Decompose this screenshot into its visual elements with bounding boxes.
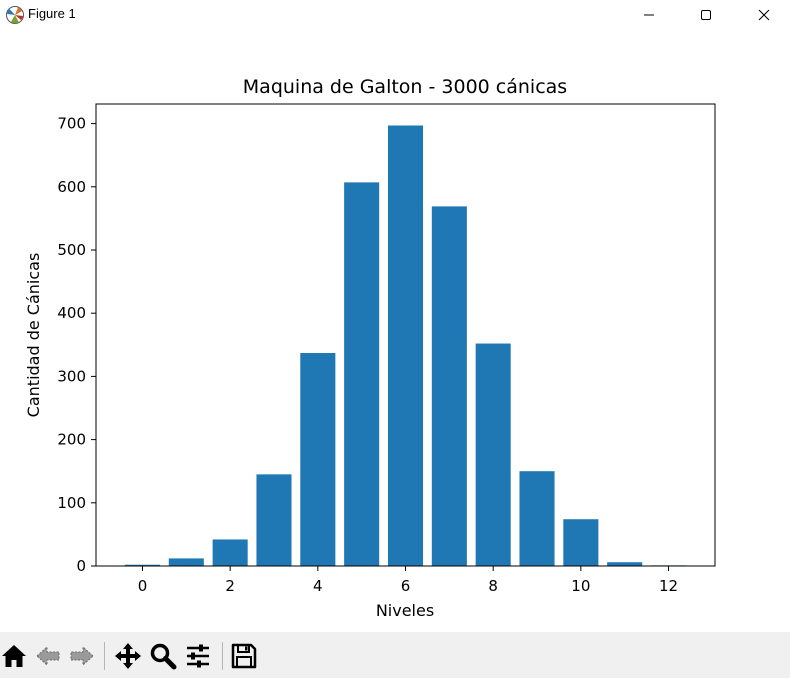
home-button[interactable] [0, 640, 30, 672]
bar-6 [387, 125, 424, 566]
y-axis: 0 100 200 300 400 500 600 700 [57, 115, 96, 575]
bar-9 [519, 471, 555, 566]
y-tick-label: 400 [57, 304, 86, 322]
bar-11 [607, 562, 643, 566]
toolbar-separator [104, 642, 105, 670]
x-tick-label: 12 [659, 577, 678, 595]
configure-subplots-button[interactable] [182, 640, 214, 672]
x-axis-label: Niveles [376, 601, 434, 620]
bars-group [124, 125, 687, 566]
y-tick-label: 100 [57, 494, 86, 512]
y-tick-label: 700 [57, 115, 86, 133]
maximize-button[interactable] [683, 0, 729, 30]
figure-canvas: Maquina de Galton - 3000 cánicas 0 2 4 6 8 10… [0, 30, 790, 631]
pan-icon [115, 643, 141, 669]
x-tick-label: 0 [138, 577, 148, 595]
x-tick-label: 8 [488, 577, 498, 595]
zoom-button[interactable] [147, 640, 179, 672]
toolbar-separator [222, 642, 223, 670]
y-tick-label: 300 [57, 367, 86, 385]
x-tick-label: 4 [313, 577, 323, 595]
y-tick-label: 0 [76, 557, 86, 575]
bar-1 [168, 558, 204, 566]
bar-5 [344, 182, 380, 566]
minimize-icon [644, 14, 654, 16]
bar-chart: Maquina de Galton - 3000 cánicas 0 2 4 6 8 10… [24, 76, 716, 620]
y-tick-label: 600 [57, 178, 86, 196]
pan-button[interactable] [112, 640, 144, 672]
navigation-toolbar [0, 632, 790, 678]
bar-7 [431, 206, 467, 566]
bar-3 [256, 474, 292, 566]
matplotlib-logo-icon [6, 6, 24, 24]
x-tick-label: 6 [401, 577, 411, 595]
save-button[interactable] [228, 640, 260, 672]
y-tick-label: 200 [57, 431, 86, 449]
bar-4 [300, 353, 336, 566]
back-button[interactable] [32, 640, 64, 672]
bar-10 [563, 519, 599, 566]
save-icon [231, 643, 257, 669]
forward-arrow-icon [70, 645, 94, 667]
close-icon [758, 9, 770, 21]
minimize-button[interactable] [626, 0, 672, 30]
bar-2 [212, 539, 248, 566]
zoom-icon [150, 643, 177, 670]
maximize-icon [701, 10, 711, 20]
bar-0 [124, 564, 161, 566]
x-tick-label: 2 [225, 577, 235, 595]
window-title: Figure 1 [28, 6, 76, 21]
y-tick-label: 500 [57, 241, 86, 259]
configure-subplots-icon [187, 644, 209, 668]
window-titlebar: Figure 1 [0, 0, 790, 30]
x-axis: 0 2 4 6 8 10 12 [138, 566, 678, 595]
close-button[interactable] [741, 0, 787, 30]
back-arrow-icon [36, 645, 60, 667]
forward-button[interactable] [66, 640, 98, 672]
chart-title: Maquina de Galton - 3000 cánicas [243, 76, 567, 98]
home-icon [2, 645, 26, 667]
y-axis-label: Cantidad de Cánicas [24, 253, 43, 418]
bar-8 [475, 343, 511, 566]
x-tick-label: 10 [571, 577, 590, 595]
